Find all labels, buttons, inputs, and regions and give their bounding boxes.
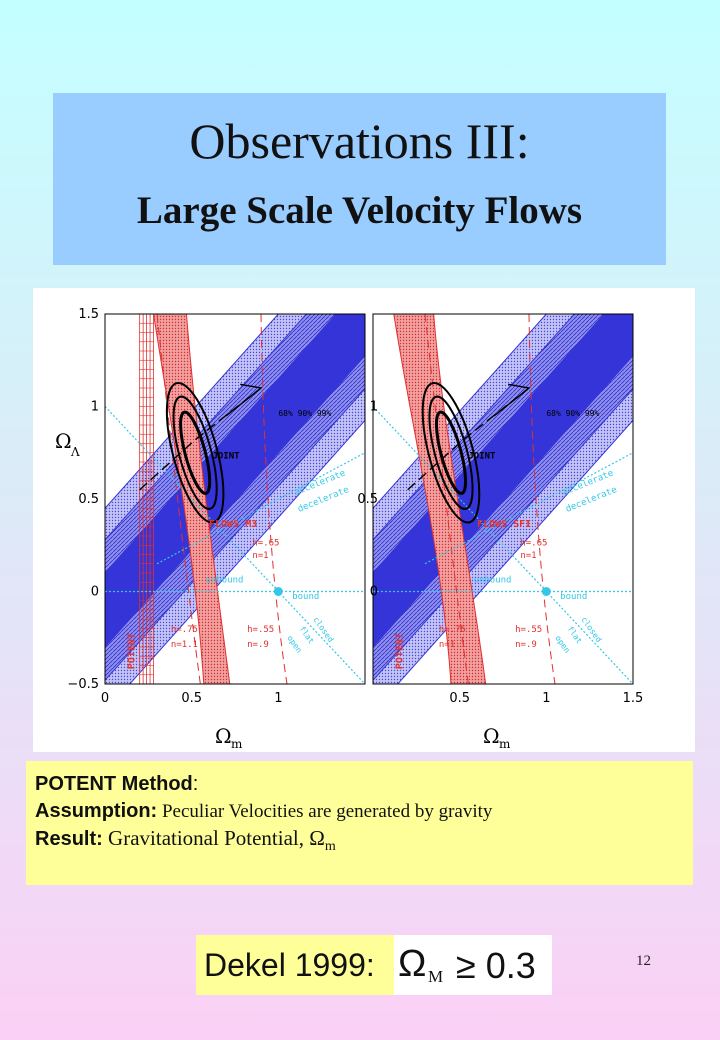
dekel-relation: ≥ 0.3 <box>456 945 536 986</box>
x-tick-label: 0.5 <box>449 691 470 706</box>
info-result-line: Result: Gravitational Potential, Ωm <box>35 825 693 860</box>
panel-frame <box>104 313 366 685</box>
title-box: Observations III: Large Scale Velocity F… <box>53 93 666 265</box>
left-param-n: n=1.1 <box>439 640 466 650</box>
einstein-de-sitter-point <box>541 587 551 596</box>
accelerate-line <box>424 452 633 565</box>
flows-label: FLOWS SFI <box>477 519 531 530</box>
x-tick-label: 1 <box>274 691 282 706</box>
panel-frame <box>372 313 634 685</box>
info-result-text: Gravitational Potential, Ω <box>102 826 325 850</box>
flat-label: flat <box>297 624 316 645</box>
y-tick-label: 0.5 <box>78 492 99 507</box>
unbound-label: unbound <box>474 575 512 585</box>
dekel-label: Dekel 1999: <box>204 947 375 983</box>
y-tick-label: 1 <box>91 400 99 415</box>
x-tick-label: 1.5 <box>623 691 644 706</box>
right-param-h: h=.55 <box>515 625 542 635</box>
right-param-h: h=.55 <box>247 625 274 635</box>
x-axis-label: Ω <box>215 724 232 748</box>
y-axis-label: Ω <box>55 429 72 453</box>
dashed-bound-right <box>260 314 288 684</box>
flat-line <box>105 406 365 684</box>
x-axis-sub: m <box>499 737 511 751</box>
flows-label: FLOWS M3 <box>209 519 257 530</box>
info-assumption-line: Assumption: Peculiar Velocities are gene… <box>35 798 693 825</box>
potent-info-box: POTENT Method: Assumption: Peculiar Velo… <box>26 761 693 885</box>
dashed-bound-left <box>156 314 201 684</box>
y-tick-label-right: 1 <box>370 400 378 415</box>
joint-arrow <box>407 387 530 491</box>
joint-label: JOINT <box>212 451 240 461</box>
joint-contour-1 <box>434 410 468 495</box>
y-tick-label: 1.5 <box>78 307 99 322</box>
x-axis-sub: m <box>231 737 243 751</box>
info-result-label: Result: <box>35 828 103 850</box>
x-axis-label: Ω <box>483 724 500 748</box>
arrow-head <box>493 383 531 417</box>
info-method-label: POTENT Method <box>35 773 193 795</box>
bound-label: bound <box>560 592 587 602</box>
joint-contour-3 <box>421 381 481 524</box>
slide-subtitle: Large Scale Velocity Flows <box>136 189 583 232</box>
left-param-n: n=1.1 <box>171 640 198 650</box>
arrow-head <box>225 383 263 417</box>
slide-title: Observations III: <box>189 113 530 169</box>
dekel-omega-sub: M <box>428 967 444 986</box>
dekel-box: Dekel 1999: Ω M ≥ 0.3 <box>196 935 552 995</box>
potent-label: POTENT <box>126 633 137 669</box>
right-param-n: n=.9 <box>515 640 537 650</box>
open-label: open <box>285 634 304 655</box>
flows-param-n: n=1 <box>520 551 536 561</box>
panel-content <box>105 314 365 684</box>
info-method-line: POTENT Method: <box>35 771 693 798</box>
page-number: 12 <box>636 953 651 969</box>
right-param-n: n=.9 <box>247 640 269 650</box>
flows-param-n: n=1 <box>252 551 268 561</box>
accelerate-line <box>156 452 365 565</box>
info-assumption-label: Assumption: <box>35 800 158 822</box>
potent-label: POTENT <box>394 633 405 669</box>
einstein-de-sitter-point <box>273 587 283 596</box>
flows-param-h: h=.65 <box>252 538 279 548</box>
confidence-label: 68% 90% 99% <box>278 409 331 418</box>
y-axis-sub: Λ <box>70 445 80 459</box>
dashed-bound-left <box>424 314 469 684</box>
info-result-sub: m <box>324 839 336 854</box>
joint-contour-2 <box>428 395 474 510</box>
dekel-formula: Ω M ≥ 0.3 <box>394 935 552 995</box>
flat-line <box>373 406 633 684</box>
x-tick-label: 0.5 <box>181 691 202 706</box>
dekel-omega: Ω <box>398 943 427 985</box>
x-tick-label: 0 <box>101 691 109 706</box>
unbound-label: unbound <box>206 575 244 585</box>
info-method-colon: : <box>192 773 199 795</box>
left-param-h: h=.75 <box>439 625 466 635</box>
supernova-band-68 <box>373 314 633 648</box>
cosmology-figure: SUPERNOVAE 68% 90% 99% JOINT accelerate dece… <box>33 288 695 752</box>
confidence-label: 68% 90% 99% <box>546 409 599 418</box>
supernova-band-68 <box>105 314 365 648</box>
bound-label: bound <box>292 592 319 602</box>
info-assumption-text: Peculiar Velocities are generated by gra… <box>157 801 493 822</box>
dashed-bound-right <box>528 314 556 684</box>
joint-arrow <box>139 387 262 491</box>
panel-content <box>373 314 633 684</box>
y-tick-label-right: 0 <box>370 585 378 600</box>
y-tick-label: −0.5 <box>67 677 99 692</box>
y-tick-label-right: 0.5 <box>357 492 378 507</box>
joint-label: JOINT <box>468 451 496 461</box>
joint-contour-2 <box>172 395 218 510</box>
y-tick-label: 0 <box>91 585 99 600</box>
x-tick-label: 1 <box>542 691 550 706</box>
joint-contour-1 <box>179 410 212 495</box>
open-label: open <box>553 634 572 655</box>
flat-label: flat <box>565 624 584 645</box>
flows-param-h: h=.65 <box>520 538 547 548</box>
left-param-h: h=.75 <box>171 625 198 635</box>
